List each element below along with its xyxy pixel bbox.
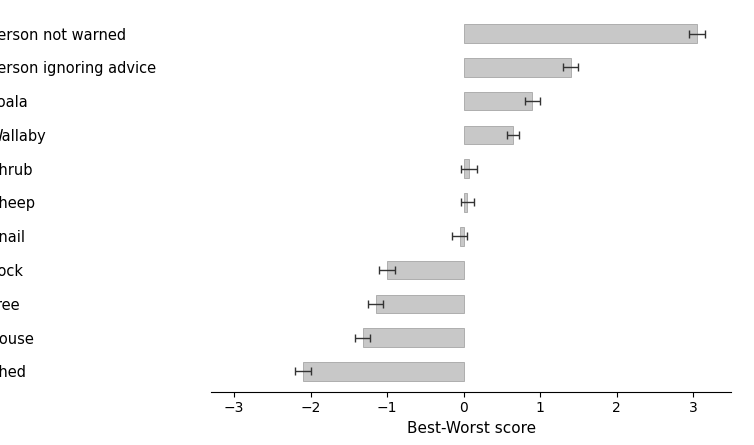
Bar xyxy=(464,24,697,43)
X-axis label: Best-Worst score: Best-Worst score xyxy=(406,421,536,436)
Bar xyxy=(464,92,532,110)
Bar xyxy=(464,159,469,178)
Bar xyxy=(464,58,571,77)
Bar xyxy=(464,125,513,144)
Bar xyxy=(363,328,464,347)
Bar xyxy=(387,261,464,279)
Bar xyxy=(460,227,464,246)
Bar xyxy=(303,362,464,380)
Bar xyxy=(375,295,464,313)
Bar xyxy=(464,193,467,212)
